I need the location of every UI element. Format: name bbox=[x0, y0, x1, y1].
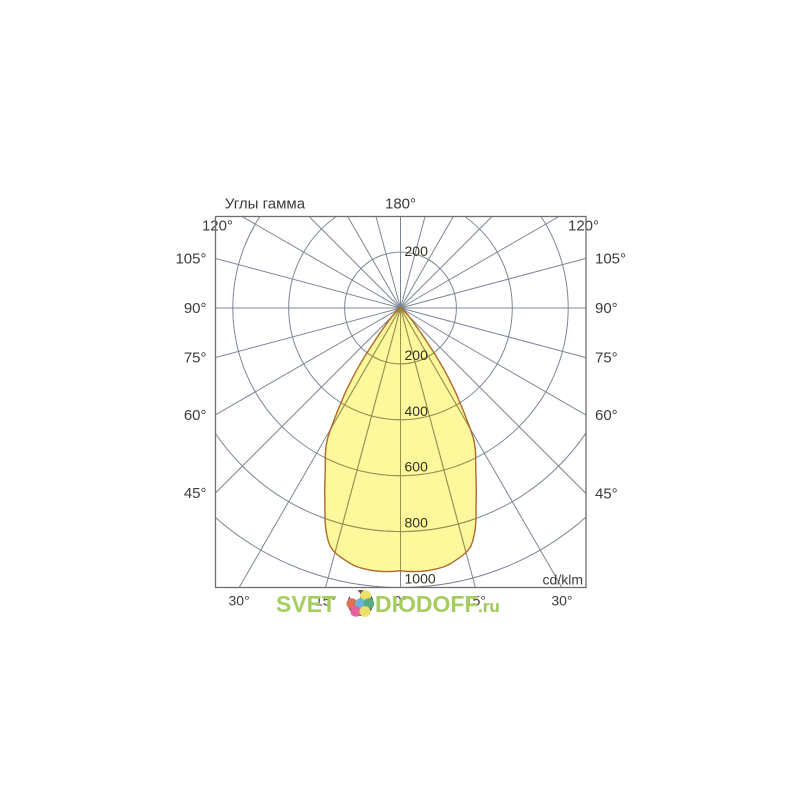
svg-text:DIODOFF: DIODOFF bbox=[375, 591, 479, 617]
svg-text:105°: 105° bbox=[175, 250, 206, 267]
svg-text:45°: 45° bbox=[595, 486, 618, 503]
svg-text:800: 800 bbox=[405, 515, 429, 531]
svg-text:400: 400 bbox=[405, 403, 429, 419]
svg-text:200: 200 bbox=[405, 243, 429, 259]
svg-text:105°: 105° bbox=[595, 250, 626, 267]
svg-text:200: 200 bbox=[405, 347, 429, 363]
svg-text:75°: 75° bbox=[595, 350, 618, 367]
svg-text:30°: 30° bbox=[551, 593, 572, 609]
svg-text:90°: 90° bbox=[595, 300, 618, 317]
svg-text:45°: 45° bbox=[184, 485, 207, 502]
svg-text:180°: 180° bbox=[385, 196, 416, 213]
svg-text:Углы гамма: Углы гамма bbox=[225, 196, 306, 213]
svg-text:cd/klm: cd/klm bbox=[543, 572, 583, 588]
svg-text:SVET: SVET bbox=[276, 591, 336, 617]
svg-text:120°: 120° bbox=[568, 218, 599, 235]
svg-text:600: 600 bbox=[405, 459, 429, 475]
svg-text:60°: 60° bbox=[184, 407, 207, 424]
svg-text:75°: 75° bbox=[184, 350, 207, 367]
svg-text:.ru: .ru bbox=[478, 597, 500, 616]
svg-text:60°: 60° bbox=[595, 407, 618, 424]
svg-text:30°: 30° bbox=[229, 593, 250, 609]
svg-text:120°: 120° bbox=[202, 218, 233, 235]
svg-text:90°: 90° bbox=[184, 300, 207, 317]
svg-text:1000: 1000 bbox=[405, 571, 436, 587]
